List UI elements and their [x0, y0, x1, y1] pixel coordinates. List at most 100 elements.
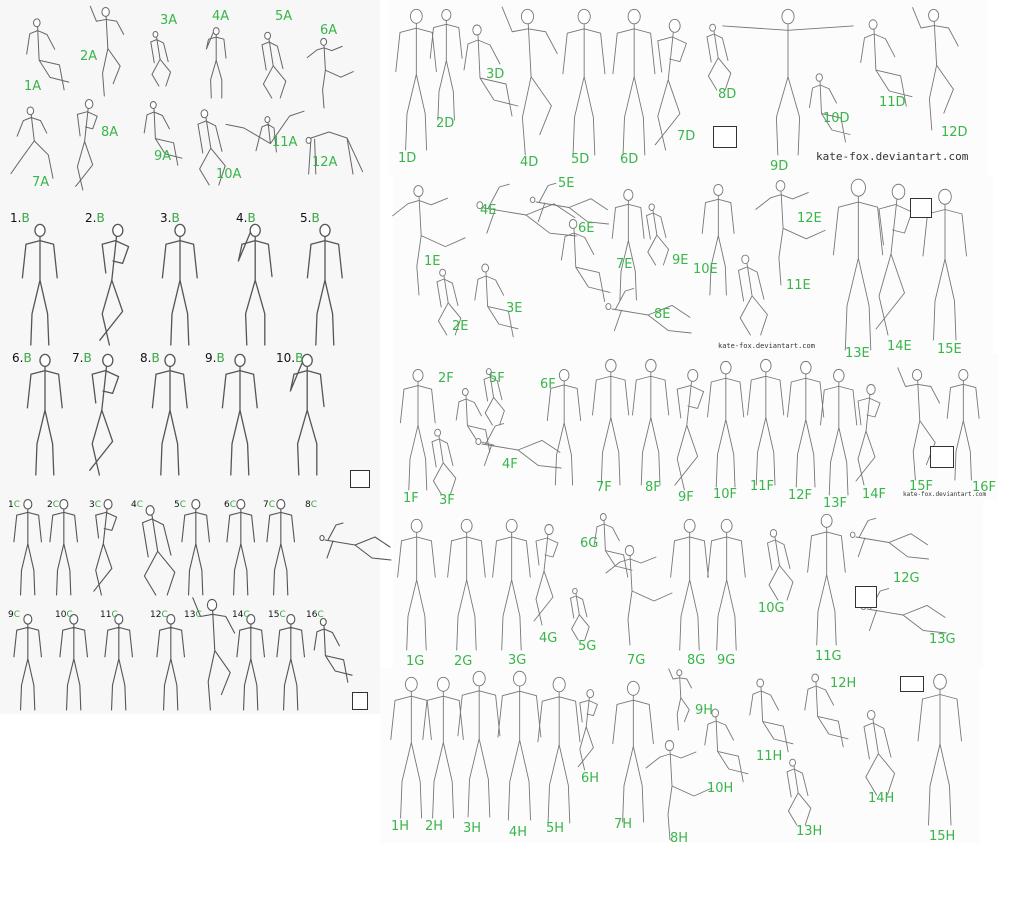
- pose-label: 1F: [403, 491, 419, 506]
- pose-body: [150, 36, 172, 87]
- pose-sketch: [190, 105, 226, 186]
- pose-head: [505, 518, 518, 533]
- pose-head: [246, 613, 256, 625]
- sheet-b: [0, 198, 380, 488]
- pose-body: [429, 19, 463, 121]
- pose-sketch: [915, 673, 975, 826]
- pose-body: [535, 182, 610, 225]
- pose-body: [26, 26, 70, 91]
- pose-head: [605, 358, 617, 373]
- pose-label: 13F: [823, 496, 848, 511]
- pose-head: [145, 505, 155, 516]
- pose-head: [849, 531, 856, 538]
- pose-head: [648, 203, 655, 211]
- pose-body: [306, 235, 343, 346]
- pose-sketch: [800, 670, 849, 750]
- pose-body: [787, 372, 825, 488]
- artist-seal: [910, 198, 932, 218]
- pose-label: 10C: [55, 610, 73, 620]
- pose-sketch: [610, 188, 654, 301]
- pose-head: [305, 136, 312, 144]
- pose-body: [809, 80, 851, 143]
- pose-label: 4F: [502, 457, 518, 472]
- pose-head: [711, 708, 720, 718]
- pose-body: [654, 31, 687, 151]
- pose-sketch: [700, 705, 749, 785]
- pose-head: [781, 8, 795, 25]
- pose-body: [701, 194, 735, 296]
- pose-sketch: [305, 223, 353, 346]
- pose-body: [612, 694, 654, 823]
- pose-head: [676, 669, 683, 677]
- pose-head: [624, 545, 635, 556]
- pose-label: 4.B: [236, 211, 256, 225]
- pose-sketch: [155, 613, 193, 711]
- pose-head: [911, 368, 923, 381]
- pose-label: 5A: [275, 9, 293, 24]
- pose-sketch: [180, 498, 218, 596]
- pose-head: [114, 613, 124, 625]
- pose-label: 4D: [520, 155, 539, 170]
- pose-body: [922, 203, 967, 341]
- pose-sketch: [755, 180, 826, 286]
- pose-body: [570, 593, 590, 641]
- pose-body: [463, 34, 519, 117]
- pose-body: [767, 536, 794, 601]
- pose-sketch: [275, 613, 313, 711]
- pose-sketch: [89, 5, 127, 97]
- pose-body: [501, 6, 558, 156]
- pose-head: [23, 498, 33, 510]
- pose-head: [866, 384, 876, 395]
- pose-sketch: [133, 500, 176, 596]
- pose-label: 7C: [263, 500, 276, 510]
- pose-head: [664, 740, 675, 751]
- pose-label: 4H: [509, 825, 528, 840]
- pose-head: [472, 24, 482, 36]
- pose-sketch: [306, 37, 354, 109]
- pose-body: [483, 374, 505, 426]
- pose-head: [276, 498, 286, 510]
- pose-label: 9F: [678, 490, 694, 505]
- pose-head: [437, 676, 450, 692]
- pose-head: [485, 368, 492, 376]
- pose-head: [605, 303, 612, 311]
- pose-head: [513, 670, 527, 687]
- pose-label: 3C: [89, 500, 102, 510]
- pose-head: [34, 223, 46, 238]
- pose-body: [497, 684, 542, 821]
- pose-sketch: [897, 367, 944, 481]
- pose-head: [481, 263, 490, 273]
- pose-body: [99, 235, 130, 346]
- pose-head: [412, 368, 424, 382]
- pose-label: 8E: [654, 307, 671, 322]
- pose-body: [483, 183, 577, 237]
- pose-sketch: [20, 223, 68, 346]
- pose-head: [472, 670, 486, 687]
- pose-head: [319, 534, 325, 542]
- pose-sketch: [10, 105, 54, 183]
- pose-label: 7A: [32, 175, 50, 190]
- pose-sketch: [855, 15, 913, 110]
- pose-sketch: [745, 675, 794, 755]
- pose-label: 8H: [670, 831, 689, 846]
- pose-label: 11F: [750, 479, 775, 494]
- pose-body: [481, 423, 562, 469]
- pose-sketch: [590, 358, 640, 486]
- pose-body: [395, 22, 437, 151]
- pose-sketch: [395, 518, 447, 651]
- pose-head: [769, 529, 778, 538]
- pose-label: 2.B: [85, 211, 105, 225]
- pose-head: [26, 106, 35, 116]
- pose-label: 6G: [580, 536, 599, 551]
- pose-sketch: [12, 613, 50, 711]
- pose-body: [562, 22, 606, 156]
- sheet-e: [393, 176, 993, 354]
- pose-body: [533, 533, 559, 626]
- pose-label: 14E: [887, 339, 912, 354]
- pose-sketch: [315, 520, 392, 570]
- pose-sketch: [95, 223, 143, 346]
- pose-label: 10H: [707, 781, 734, 796]
- pose-label: 16F: [972, 480, 997, 495]
- pose-label: 5C: [174, 500, 187, 510]
- pose-body: [266, 508, 295, 596]
